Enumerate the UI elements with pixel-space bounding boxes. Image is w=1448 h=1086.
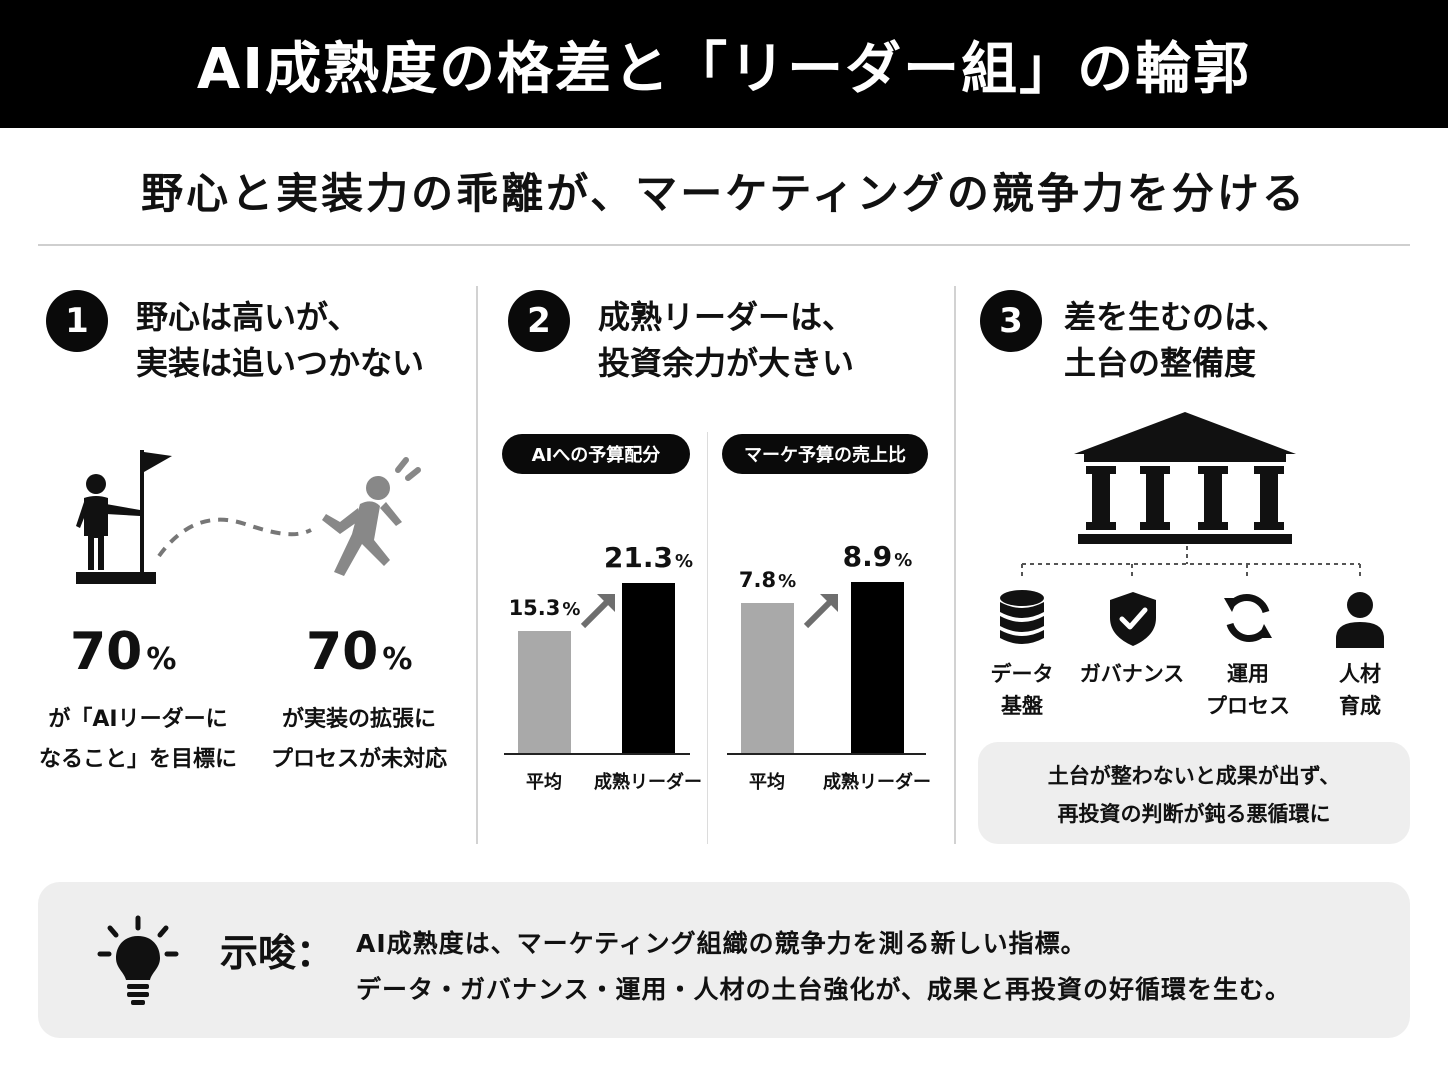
chart-divider	[707, 432, 708, 844]
bar-value-label: 7.8%	[738, 568, 797, 592]
stat-caption: が「AIリーダーに なること」を目標に	[38, 707, 237, 772]
cycle-arrows-icon	[1224, 594, 1272, 642]
lightbulb-icon	[97, 915, 179, 1005]
foundation-label: 運用 プロセス	[1206, 662, 1290, 718]
dashed-path	[157, 517, 312, 558]
section-number-badge: 1	[46, 290, 108, 352]
implication-box	[38, 882, 1410, 1038]
database-icon	[1000, 590, 1044, 644]
person-with-flag-icon	[76, 450, 172, 584]
section-number-badge: 3	[980, 290, 1042, 352]
running-person-icon	[322, 457, 421, 576]
chart-title-pill: マーケ予算の売上比	[722, 434, 928, 474]
chart-bar	[851, 582, 904, 753]
connector-lines	[1021, 546, 1361, 580]
bar-category-label: 成熟リーダー	[594, 772, 702, 793]
implication-label: 示唆：	[220, 931, 335, 975]
header-divider	[38, 244, 1410, 246]
chart-bar	[741, 603, 794, 753]
chart-bar	[622, 583, 675, 753]
column-divider	[954, 286, 956, 844]
stat-value: 70%	[70, 622, 177, 682]
growth-arrow-icon	[803, 594, 838, 629]
chart-title-pill: AIへの予算配分	[502, 434, 690, 474]
bar-category-label: 平均	[526, 772, 562, 793]
section-title-line: 投資余力が大きい	[598, 344, 855, 382]
section-title-line: 成熟リーダーは、	[598, 298, 855, 336]
stat-value: 70%	[306, 622, 413, 682]
note-line: 再投資の判断が鈍る悪循環に	[1057, 802, 1331, 826]
implication-line: AI成熟度は、マーケティング組織の競争力を測る新しい指標。	[356, 929, 1087, 958]
chart-axis	[727, 753, 926, 755]
chart-bar	[518, 631, 571, 753]
stat-caption: が実装の拡張に プロセスが未対応	[270, 707, 447, 772]
bar-category-label: 成熟リーダー	[823, 772, 931, 793]
bar-value-label: 15.3%	[508, 596, 581, 620]
note-box: 土台が整わないと成果が出ず、 再投資の判断が鈍る悪循環に	[978, 742, 1410, 844]
section-number-badge: 2	[508, 290, 570, 352]
bar-value-label: 8.9%	[842, 540, 913, 573]
implication-line: データ・ガバナンス・運用・人材の土台強化が、成果と再投資の好循環を生む。	[356, 975, 1292, 1004]
pillared-building-icon	[1074, 412, 1296, 544]
page-subtitle: 野心と実装力の乖離が、マーケティングの競争力を分ける	[141, 169, 1307, 218]
section-title-line: 差を生むのは、	[1064, 298, 1289, 336]
bar-category-label: 平均	[749, 772, 785, 793]
section-title-line: 野心は高いが、	[136, 298, 360, 336]
bar-value-label: 21.3%	[603, 541, 694, 574]
chart-axis	[504, 753, 690, 755]
page-title: AI成熟度の格差と「リーダー組」の輪郭	[0, 0, 1448, 128]
section-title-line: 土台の整備度	[1064, 344, 1257, 382]
foundation-label: データ 基盤	[990, 662, 1054, 718]
section-title-line: 実装は追いつかない	[136, 344, 425, 382]
note-line: 土台が整わないと成果が出ず、	[1047, 764, 1341, 788]
column-divider	[476, 286, 478, 844]
foundation-label: ガバナンス	[1079, 662, 1185, 686]
shield-check-icon	[1110, 592, 1156, 646]
person-icon	[1336, 592, 1384, 648]
growth-arrow-icon	[580, 594, 615, 629]
foundation-label: 人材 育成	[1339, 662, 1381, 718]
